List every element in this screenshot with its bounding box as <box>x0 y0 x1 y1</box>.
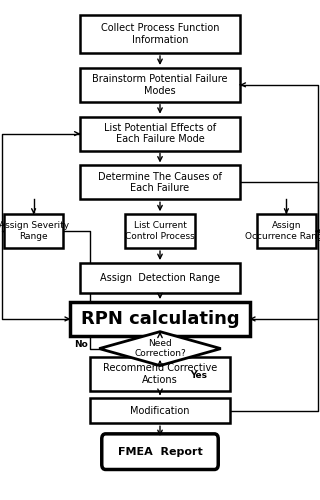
Text: Brainstorm Potential Failure
Modes: Brainstorm Potential Failure Modes <box>92 74 228 96</box>
Text: List Potential Effects of
Each Failure Mode: List Potential Effects of Each Failure M… <box>104 123 216 144</box>
Text: Assign Severity
Range: Assign Severity Range <box>0 222 69 241</box>
FancyBboxPatch shape <box>90 398 230 423</box>
Text: Determine The Causes of
Each Failure: Determine The Causes of Each Failure <box>98 172 222 193</box>
Text: Yes: Yes <box>190 370 207 380</box>
FancyBboxPatch shape <box>125 214 195 248</box>
Text: Recommend Corrective
Actions: Recommend Corrective Actions <box>103 364 217 385</box>
Text: List Current
Control Process: List Current Control Process <box>125 222 195 241</box>
FancyBboxPatch shape <box>80 116 240 150</box>
Text: RPN calculating: RPN calculating <box>81 310 239 328</box>
FancyBboxPatch shape <box>80 68 240 102</box>
Text: Collect Process Function
Information: Collect Process Function Information <box>101 23 219 44</box>
Text: Need
Correction?: Need Correction? <box>134 339 186 358</box>
FancyBboxPatch shape <box>90 357 230 391</box>
FancyBboxPatch shape <box>257 214 316 248</box>
FancyBboxPatch shape <box>80 15 240 53</box>
FancyBboxPatch shape <box>70 302 250 336</box>
FancyBboxPatch shape <box>102 434 218 470</box>
Text: FMEA  Report: FMEA Report <box>118 446 202 456</box>
FancyBboxPatch shape <box>80 166 240 200</box>
FancyBboxPatch shape <box>4 214 63 248</box>
FancyBboxPatch shape <box>80 263 240 292</box>
Text: No: No <box>74 340 88 349</box>
Polygon shape <box>99 332 221 366</box>
Text: Assign
Occurrence Range: Assign Occurrence Range <box>245 222 320 241</box>
Text: Assign  Detection Range: Assign Detection Range <box>100 273 220 283</box>
Text: Modification: Modification <box>130 406 190 415</box>
